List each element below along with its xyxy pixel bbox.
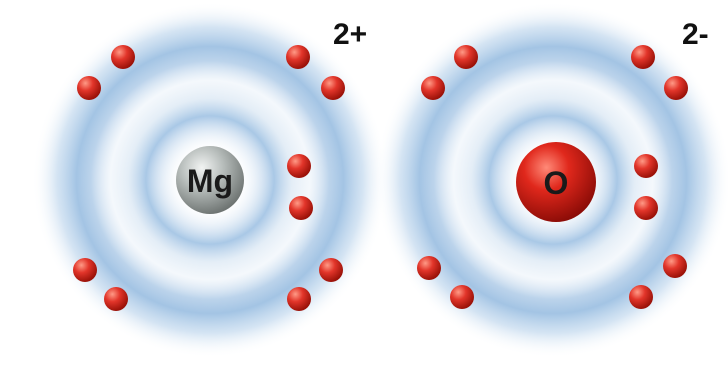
- electron: [631, 45, 655, 69]
- electron: [629, 285, 653, 309]
- electron: [454, 45, 478, 69]
- mg-ion-charge-label: 2+: [333, 20, 367, 50]
- magnesium-ion: Mg: [32, 2, 388, 358]
- electron: [289, 196, 313, 220]
- electron: [663, 254, 687, 278]
- electron: [634, 196, 658, 220]
- electron: [287, 154, 311, 178]
- electron: [421, 76, 445, 100]
- electron: [319, 258, 343, 282]
- electron: [286, 45, 310, 69]
- o-element-symbol: O: [544, 165, 569, 201]
- electron: [417, 256, 441, 280]
- electron: [287, 287, 311, 311]
- oxide-ion: O: [375, 2, 728, 358]
- electron: [73, 258, 97, 282]
- mg-element-symbol: Mg: [187, 163, 233, 199]
- electron: [634, 154, 658, 178]
- electron: [321, 76, 345, 100]
- electron: [111, 45, 135, 69]
- electron: [77, 76, 101, 100]
- electron: [450, 285, 474, 309]
- o-ion-charge-label: 2-: [682, 20, 709, 50]
- electron: [664, 76, 688, 100]
- electron: [104, 287, 128, 311]
